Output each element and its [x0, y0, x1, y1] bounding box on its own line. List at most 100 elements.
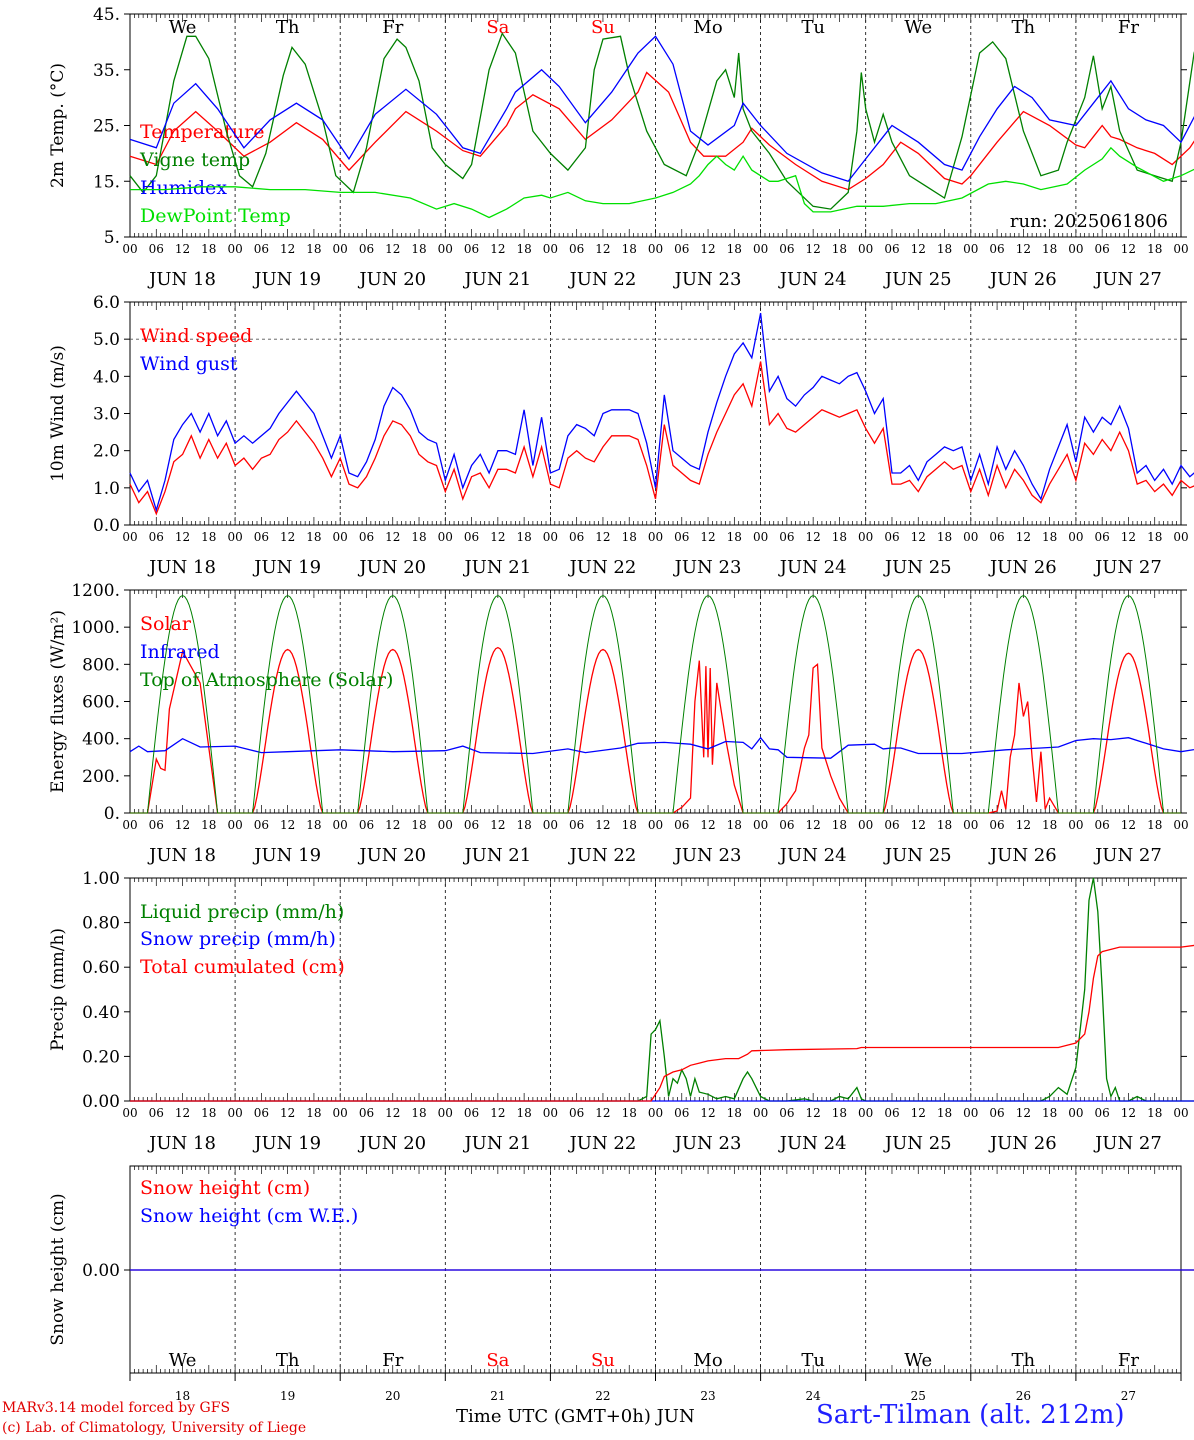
hour-label: 00 — [858, 242, 873, 256]
y-axis-label: Energy fluxes (W/m²) — [48, 610, 68, 793]
hour-label: 18 — [1147, 530, 1162, 544]
hour-label: 18 — [832, 530, 847, 544]
date-label: JUN 19 — [252, 269, 321, 290]
hour-label: 12 — [911, 242, 926, 256]
day-number-label: 26 — [1016, 1389, 1031, 1403]
hour-label: 18 — [832, 242, 847, 256]
hour-label: 00 — [438, 818, 453, 832]
hour-label: 18 — [201, 242, 216, 256]
date-label: JUN 25 — [883, 269, 952, 290]
hour-label: 18 — [306, 530, 321, 544]
hour-label: 00 — [333, 818, 348, 832]
hour-label: 18 — [727, 818, 742, 832]
hour-label: 06 — [569, 530, 584, 544]
hour-label: 00 — [333, 242, 348, 256]
hour-label: 06 — [464, 530, 479, 544]
hour-label: 06 — [674, 818, 689, 832]
y-tick-label: 0.20 — [82, 1047, 120, 1067]
station-label: Sart-Tilman (alt. 212m) — [816, 1400, 1125, 1430]
weekday-label: Fr — [382, 17, 403, 38]
date-label: JUN 27 — [1093, 845, 1162, 866]
date-label: JUN 27 — [1093, 1133, 1162, 1154]
hour-label: 06 — [884, 530, 899, 544]
hour-label: 00 — [1068, 1106, 1083, 1120]
hour-label: 06 — [254, 1106, 269, 1120]
date-label: JUN 27 — [1093, 557, 1162, 578]
date-label: JUN 25 — [883, 1133, 952, 1154]
hour-label: 12 — [595, 530, 610, 544]
hour-label: 18 — [622, 1106, 637, 1120]
hour-label: 18 — [516, 530, 531, 544]
hour-label: 18 — [937, 1106, 952, 1120]
hour-label: 18 — [937, 242, 952, 256]
date-label: JUN 21 — [462, 269, 531, 290]
hour-label: 18 — [201, 818, 216, 832]
weekday-label: Th — [276, 17, 300, 38]
hour-label: 18 — [516, 1106, 531, 1120]
hour-label: 12 — [1121, 818, 1136, 832]
date-label: JUN 26 — [988, 269, 1057, 290]
hour-label: 06 — [464, 1106, 479, 1120]
day-number-label: 27 — [1121, 1389, 1136, 1403]
hour-label: 12 — [1016, 242, 1031, 256]
hour-label: 00 — [753, 530, 768, 544]
legend-entry: Snow height (cm) — [140, 1177, 310, 1199]
series-line-lime — [130, 146, 1194, 219]
date-label: JUN 18 — [147, 1133, 216, 1154]
hour-label: 06 — [674, 1106, 689, 1120]
date-label: JUN 22 — [568, 845, 637, 866]
plot-frame — [129, 589, 1182, 814]
legend-entry: Vigne temp — [139, 149, 250, 171]
weekday-label: We — [169, 1350, 197, 1371]
hour-label: 06 — [884, 1106, 899, 1120]
hour-label: 18 — [937, 818, 952, 832]
date-label: JUN 26 — [988, 557, 1057, 578]
hour-label: 18 — [516, 818, 531, 832]
hour-label: 18 — [1042, 818, 1057, 832]
hour-label: 06 — [779, 818, 794, 832]
hour-label: 18 — [201, 1106, 216, 1120]
hour-label: 00 — [438, 242, 453, 256]
day-number-label: 22 — [595, 1389, 610, 1403]
weekday-label: We — [904, 17, 932, 38]
weekday-label: Su — [591, 1350, 615, 1371]
hour-label: 00 — [1068, 530, 1083, 544]
weekday-label: We — [904, 1350, 932, 1371]
date-label: JUN 19 — [252, 557, 321, 578]
hour-label: 18 — [1147, 818, 1162, 832]
hour-label: 18 — [1147, 1106, 1162, 1120]
hour-label: 18 — [1042, 242, 1057, 256]
hour-label: 00 — [227, 530, 242, 544]
hour-label: 00 — [1173, 1106, 1188, 1120]
y-tick-label: 1.0 — [93, 479, 120, 499]
hour-label: 12 — [175, 242, 190, 256]
hour-label: 00 — [543, 818, 558, 832]
y-tick-label: 0. — [104, 804, 120, 824]
day-number-label: 24 — [806, 1389, 822, 1403]
hour-label: 00 — [858, 1106, 873, 1120]
hour-label: 18 — [622, 818, 637, 832]
hour-label: 18 — [1042, 530, 1057, 544]
y-tick-label: 3.0 — [93, 405, 120, 425]
hour-label: 00 — [753, 1106, 768, 1120]
date-label: JUN 18 — [147, 557, 216, 578]
hour-label: 06 — [779, 242, 794, 256]
date-label: JUN 23 — [673, 845, 742, 866]
hour-label: 18 — [1042, 1106, 1057, 1120]
y-tick-label: 45. — [93, 5, 120, 25]
date-label: JUN 21 — [462, 845, 531, 866]
hour-label: 18 — [411, 1106, 426, 1120]
y-tick-label: 1000. — [71, 618, 120, 638]
lab-credit: (c) Lab. of Climatology, University of L… — [2, 1420, 307, 1436]
hour-label: 12 — [175, 1106, 190, 1120]
hour-label: 00 — [858, 818, 873, 832]
hour-label: 06 — [149, 818, 164, 832]
date-label: JUN 24 — [778, 1133, 847, 1154]
hour-label: 06 — [989, 1106, 1004, 1120]
weekday-label: Fr — [1118, 17, 1139, 38]
y-tick-label: 2.0 — [93, 442, 120, 462]
hour-label: 12 — [911, 530, 926, 544]
panel-energy: 0. 200. 400. 600. 800. 1000. 1200.Energy fluxe… — [48, 581, 1194, 866]
series-line-red — [129, 361, 1194, 516]
weekday-label: Fr — [382, 1350, 403, 1371]
